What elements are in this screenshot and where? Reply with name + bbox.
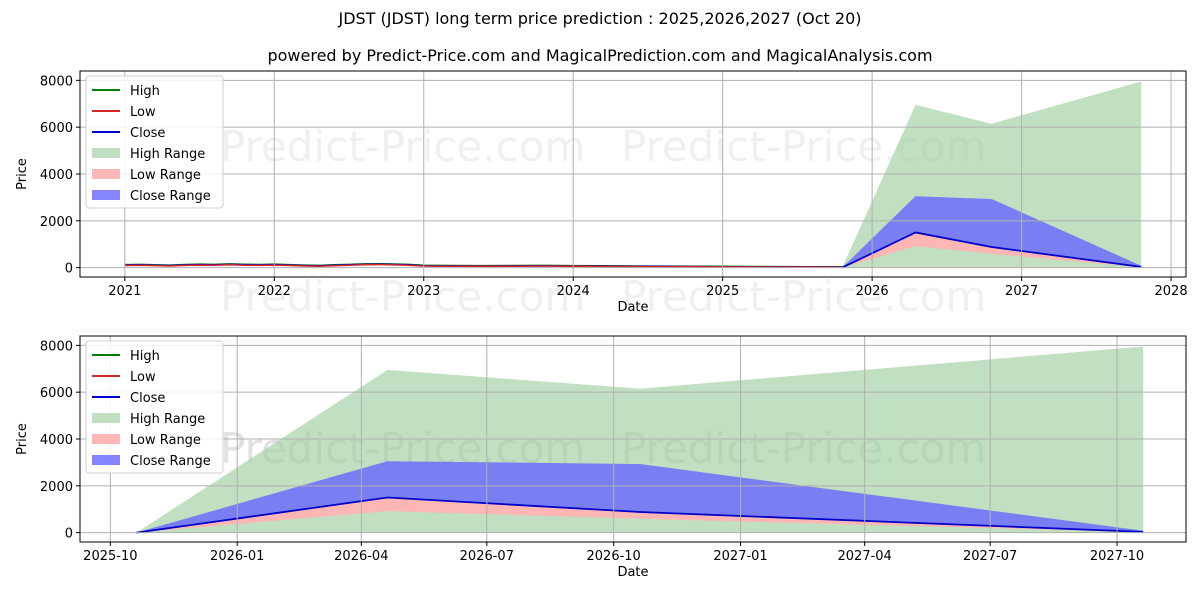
legend-label: Low Range xyxy=(130,433,201,448)
plot-frame xyxy=(79,335,1187,543)
x-tick-label: 2026-04 xyxy=(334,549,388,564)
legend-patch-swatch xyxy=(92,455,120,465)
legend: High Low Close High Range Low Range Close Ran… xyxy=(85,340,224,474)
legend-patch-swatch xyxy=(92,190,120,200)
x-tick-label: 2027 xyxy=(1005,284,1038,299)
low-range-area xyxy=(136,497,1144,533)
y-tick-label: 4000 xyxy=(40,168,73,183)
x-tick-label: 2021 xyxy=(108,284,141,299)
x-tick-label: 2026 xyxy=(856,284,889,299)
close-forecast-line xyxy=(136,496,1144,534)
y-tick-label: 4000 xyxy=(40,433,73,448)
legend-patch-swatch xyxy=(92,169,120,179)
close-range-area xyxy=(136,461,1144,533)
x-tick-label: 2026-01 xyxy=(210,549,264,564)
x-tick-label: 2026-07 xyxy=(460,549,514,564)
legend-patch-swatch xyxy=(92,413,120,423)
close-range-area xyxy=(842,196,1142,268)
y-axis-label: Price xyxy=(15,158,30,190)
legend: High Low Close High Range Low Range Close Ran… xyxy=(85,75,224,209)
legend-label: Close Range xyxy=(130,454,211,469)
x-tick-label: 2027-10 xyxy=(1090,549,1144,564)
y-tick-label: 6000 xyxy=(40,121,73,136)
y-tick-label: 8000 xyxy=(40,339,73,354)
x-tick-label: 2026-10 xyxy=(587,549,641,564)
x-axis-label: Date xyxy=(617,300,648,315)
legend-label: High xyxy=(130,84,160,99)
plot-area xyxy=(124,81,1142,269)
plot-area xyxy=(136,346,1144,534)
legend-box xyxy=(85,75,224,209)
close-forecast-line xyxy=(841,231,1142,269)
legend-label: High xyxy=(130,349,160,364)
legend-label: High Range xyxy=(130,412,205,427)
legend-patch-swatch xyxy=(92,148,120,158)
x-tick-label: 2024 xyxy=(557,284,590,299)
y-tick-label: 2000 xyxy=(40,215,73,230)
legend-patch-swatch xyxy=(92,434,120,444)
x-tick-label: 2027-07 xyxy=(963,549,1017,564)
y-tick-label: 0 xyxy=(65,262,73,277)
y-axis-label: Price xyxy=(15,423,30,455)
y-tick-label: 0 xyxy=(65,527,73,542)
legend-label: Low xyxy=(130,105,156,120)
x-tick-label: 2023 xyxy=(407,284,440,299)
x-tick-label: 2022 xyxy=(258,284,291,299)
y-tick-label: 8000 xyxy=(40,74,73,89)
x-tick-label: 2025 xyxy=(706,284,739,299)
low-series-line xyxy=(124,263,843,268)
x-tick-label: 2025-10 xyxy=(83,549,137,564)
watermark: Predict-Price.com xyxy=(220,272,585,321)
x-tick-label: 2027-01 xyxy=(713,549,767,564)
chart-title: JDST (JDST) long term price prediction :… xyxy=(338,9,862,28)
chart-subtitle: powered by Predict-Price.com and Magical… xyxy=(267,46,933,65)
plot-frame xyxy=(79,70,1187,278)
y-tick-label: 2000 xyxy=(40,480,73,495)
x-tick-label: 2028 xyxy=(1155,284,1188,299)
legend-label: High Range xyxy=(130,147,205,162)
legend-label: Close xyxy=(130,126,165,141)
legend-label: Low xyxy=(130,370,156,385)
legend-label: Close Range xyxy=(130,189,211,204)
watermark: Predict-Price.com xyxy=(220,122,585,171)
watermark: Predict-Price.com xyxy=(621,272,986,321)
y-tick-label: 6000 xyxy=(40,386,73,401)
legend-box xyxy=(85,340,224,474)
x-tick-label: 2027-04 xyxy=(838,549,892,564)
x-axis-label: Date xyxy=(617,565,648,580)
legend-label: Low Range xyxy=(130,168,201,183)
low-range-area xyxy=(842,232,1142,268)
legend-label: Close xyxy=(130,391,165,406)
